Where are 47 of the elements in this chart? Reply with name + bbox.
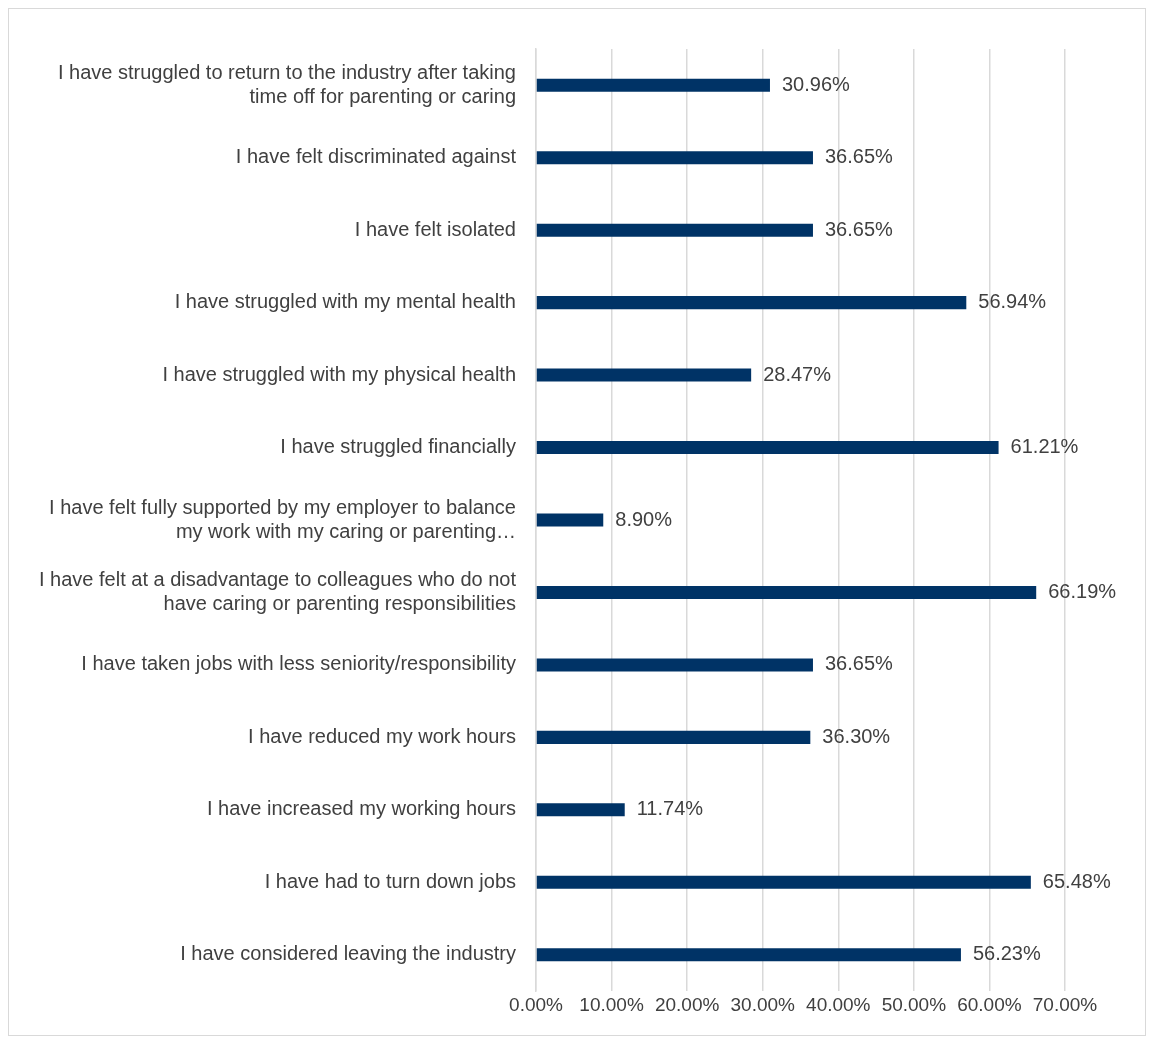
bar — [536, 296, 967, 310]
x-tick-label: 30.00% — [730, 993, 796, 1015]
data-label: 36.65% — [824, 217, 894, 240]
x-tick-label: 50.00% — [881, 993, 947, 1015]
data-label: 11.74% — [636, 797, 704, 820]
x-tick-label: 40.00% — [806, 993, 871, 1015]
y-tick-label: I have felt fully supported by my employer to balance my work with my caring or parenting… — [49, 495, 516, 542]
y-tick-label: I have felt discriminated against — [235, 145, 517, 168]
bar — [536, 513, 604, 527]
y-tick-label: I have felt isolated — [354, 217, 516, 240]
y-tick-label: I have struggled with my mental health — [174, 290, 516, 313]
x-tick-label: 10.00% — [579, 993, 644, 1015]
y-tick-label: I have increased my working hours — [206, 797, 516, 820]
bar — [536, 151, 813, 165]
data-label: 66.19% — [1048, 579, 1117, 602]
y-tick-label: I have taken jobs with less seniority/responsibility — [81, 652, 516, 675]
y-tick-label: I have struggled financially — [280, 435, 516, 458]
data-label: 30.96% — [781, 72, 851, 95]
data-label: 65.48% — [1042, 869, 1111, 892]
y-tick-label: I have reduced my work hours — [248, 724, 516, 747]
y-tick-label: I have felt at a disadvantage to colleagues who do not have caring or parenting responsibilities — [38, 567, 517, 614]
bar — [536, 803, 625, 817]
bar — [536, 875, 1031, 889]
bar — [536, 368, 752, 382]
bar — [536, 585, 1037, 599]
data-label: 36.65% — [824, 652, 894, 675]
bar — [536, 948, 961, 962]
y-tick-label: I have considered leaving the industry — [180, 942, 516, 965]
x-tick-label: 60.00% — [957, 993, 1022, 1015]
x-tick-label: 70.00% — [1032, 993, 1098, 1015]
bar — [536, 658, 813, 672]
bar — [536, 223, 813, 237]
data-label: 61.21% — [1010, 435, 1079, 458]
y-tick-label: I have struggled with my physical health — [162, 362, 516, 385]
y-tick-label: I have struggled to return to the industry after taking time off for parenting or caring — [57, 60, 516, 107]
x-tick-label: 20.00% — [654, 993, 720, 1015]
data-label: 36.65% — [824, 145, 894, 168]
y-tick-label: I have had to turn down jobs — [264, 869, 516, 892]
x-tick-label: 0.00% — [509, 993, 564, 1015]
bar — [536, 78, 770, 92]
bar — [536, 441, 999, 455]
data-label: 28.47% — [763, 362, 832, 385]
bar — [536, 730, 811, 744]
data-label: 36.30% — [822, 724, 891, 747]
data-label: 56.23% — [972, 942, 1041, 965]
data-label: 56.94% — [978, 290, 1047, 313]
data-label: 8.90% — [615, 507, 673, 530]
